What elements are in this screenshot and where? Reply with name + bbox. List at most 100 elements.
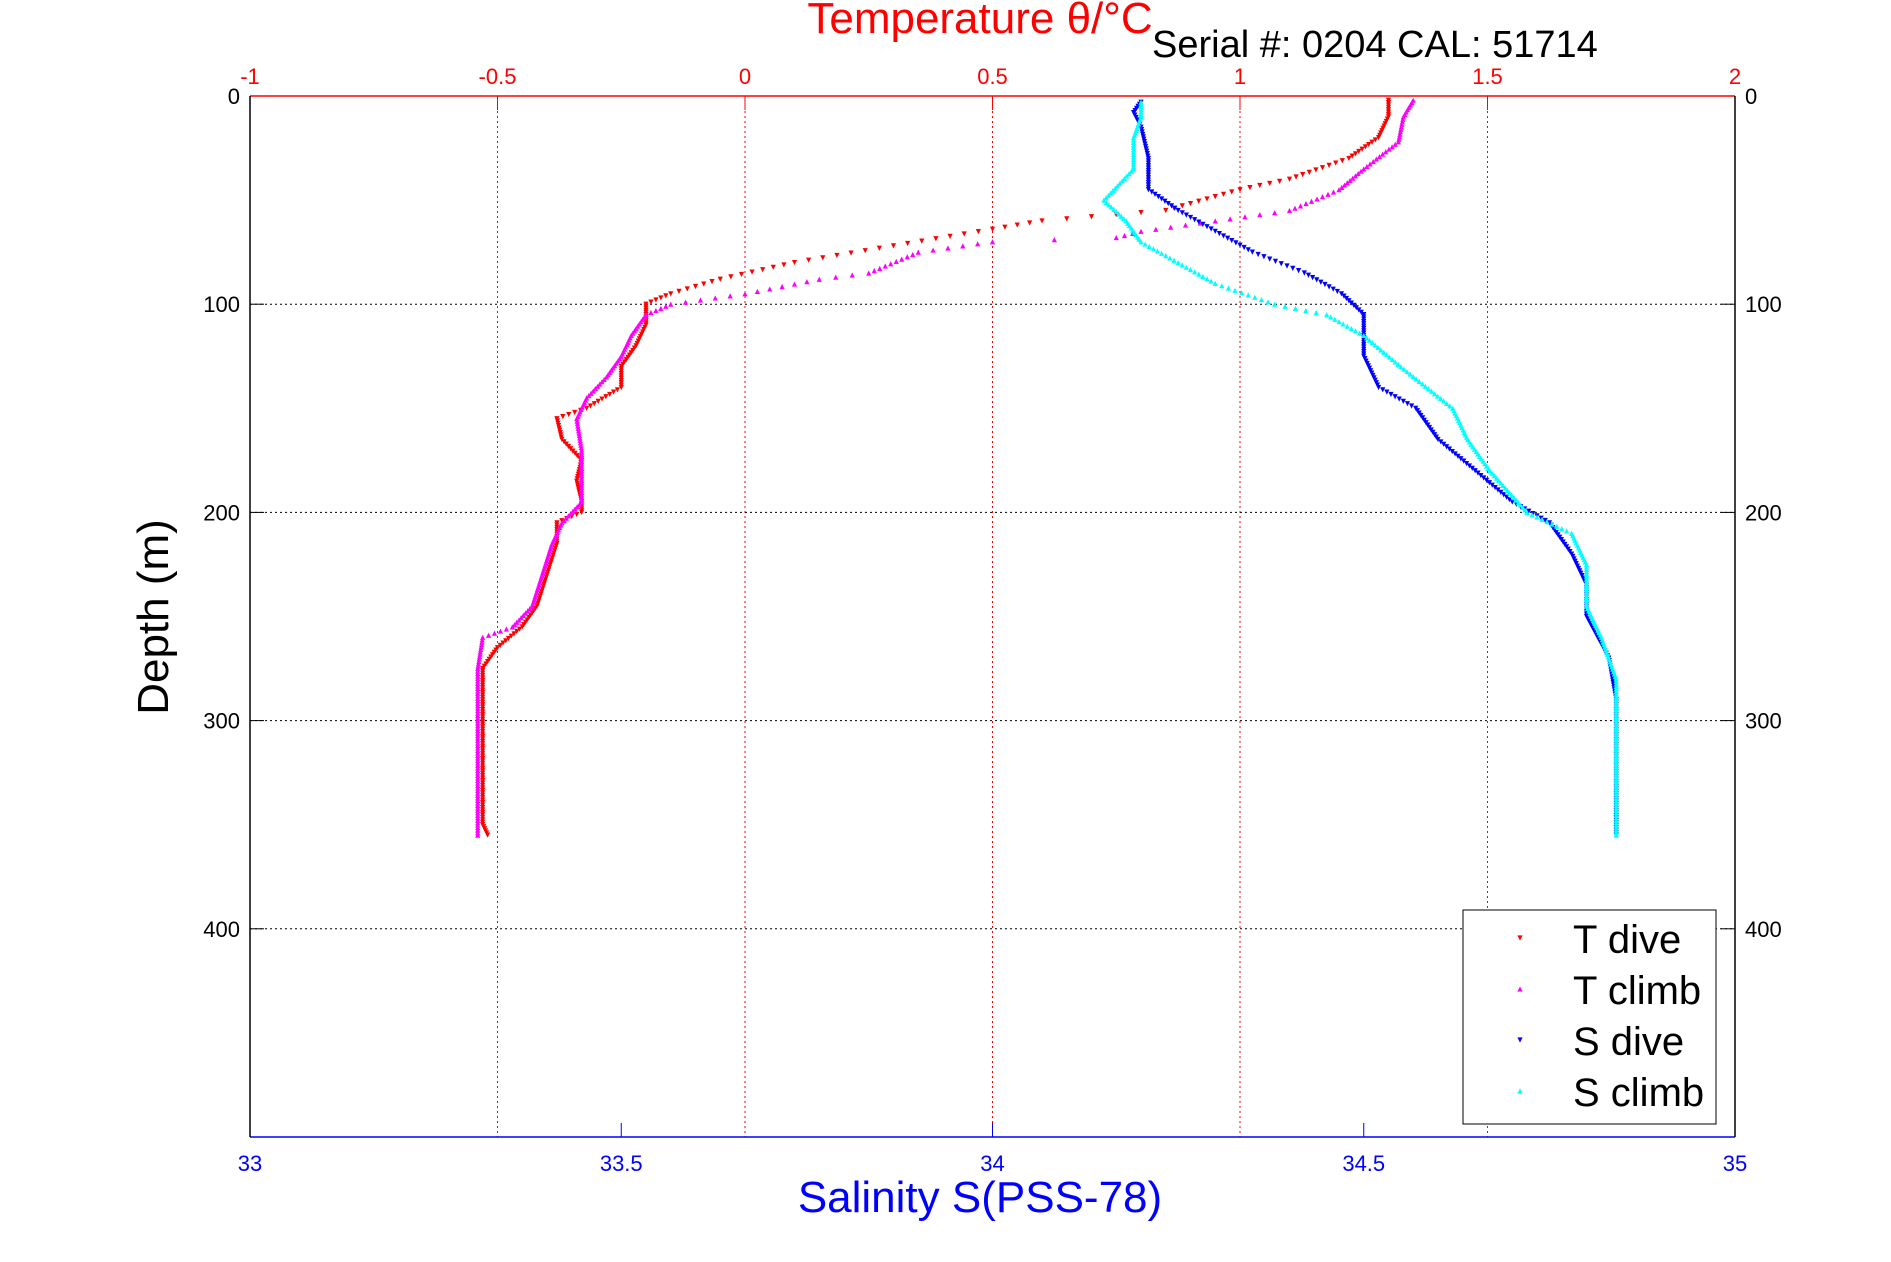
t-climb-point [588,390,594,396]
legend-marker [1517,1088,1523,1094]
t-climb-point [527,605,533,612]
s-dive-point [1290,265,1296,271]
t-dive-point [668,291,674,297]
t-dive-point [516,626,523,632]
t-dive-point [1339,158,1345,164]
t-climb-point [1257,212,1263,218]
t-climb-point [1395,139,1401,145]
t-climb-point [1330,189,1337,195]
t-dive-point [1349,153,1355,159]
s-climb-point [1113,209,1119,215]
t-climb-point [561,517,567,524]
s-climb-point [1105,192,1112,198]
top-tick-label: -1 [240,64,260,89]
t-climb-point [1386,146,1392,152]
t-climb-point [1352,173,1359,179]
s-climb-point [1121,216,1127,222]
s-climb-point [1361,332,1367,339]
t-climb-point [849,272,855,278]
s-climb-point [1524,509,1530,515]
t-climb-point [485,632,492,638]
t-dive-point [1356,148,1362,155]
t-dive-point [658,295,664,301]
t-climb-point [1397,129,1403,135]
left-tick-label: 200 [203,500,240,525]
s-dive-point [1404,401,1411,407]
t-climb-point [910,251,916,258]
t-dive-point [749,269,755,275]
s-dive-point [1278,261,1284,267]
s-dive-point [1152,191,1158,197]
s-climb-point [1116,211,1122,217]
s-climb-point [1128,168,1134,174]
s-dive-point [1284,263,1290,269]
s-dive-point [1538,515,1544,521]
t-dive-point [1196,198,1202,204]
s-climb-point [1357,330,1363,336]
t-climb-point [1389,144,1395,150]
s-dive-series [1130,99,1619,838]
s-climb-point [1292,305,1299,311]
s-climb-point [1381,349,1387,355]
s-dive-point [1452,451,1458,457]
s-climb-point [1219,283,1225,289]
s-climb-point [1520,504,1526,511]
t-dive-point [663,293,669,299]
t-climb-point [930,247,936,253]
s-dive-point [1255,251,1261,258]
t-dive-point [1366,141,1372,148]
s-climb-point [1369,340,1375,346]
t-climb-point [1367,161,1373,167]
t-dive-point [989,226,996,232]
t-dive-point [505,635,512,642]
s-dive-point [1314,277,1320,283]
s-climb-point [1154,248,1161,254]
s-climb-point [1386,354,1393,360]
s-dive-point [1351,302,1357,308]
t-climb-point [653,307,659,314]
t-dive-point [497,642,503,649]
legend-marker [1517,935,1523,941]
s-dive-point [1530,510,1536,517]
s-climb-point [1539,516,1545,522]
t-dive-point [591,401,597,407]
s-dive-point [1245,247,1251,253]
t-climb-point [603,374,609,380]
s-climb-point [1378,347,1384,353]
s-climb-point [1138,239,1144,245]
t-dive-point [560,414,566,420]
t-dive-point [947,233,953,239]
t-climb-point [1361,166,1367,172]
t-climb-point [514,619,520,625]
s-dive-point [1478,472,1484,479]
s-climb-point [1404,368,1410,375]
s-dive-point [1542,517,1548,524]
t-dive-point [709,279,715,285]
t-dive-point [1220,191,1227,197]
s-climb-point [1416,378,1422,384]
t-dive-point [587,403,594,409]
s-climb-point [1258,296,1265,303]
t-climb-point [563,515,569,521]
t-dive-point [1372,137,1378,143]
s-climb-point [1179,262,1185,268]
s-dive-point [1388,391,1394,398]
s-climb-point [1252,294,1258,300]
t-climb-point [1370,158,1376,165]
t-dive-point [1039,218,1045,224]
s-climb-point [1101,197,1107,203]
t-climb-point [1212,218,1218,224]
t-climb-point [509,624,515,630]
s-climb-point [1410,373,1416,380]
s-dive-point [1481,475,1487,481]
s-dive-point [1220,233,1227,239]
t-dive-point [820,255,826,261]
s-climb-point [1110,187,1116,194]
s-dive-point [1483,477,1490,483]
t-climb-point [1339,184,1345,190]
s-climb-point [1487,468,1493,474]
right-tick-label: 200 [1745,500,1782,525]
t-climb-point [522,610,529,616]
t-climb-point [1399,121,1405,127]
